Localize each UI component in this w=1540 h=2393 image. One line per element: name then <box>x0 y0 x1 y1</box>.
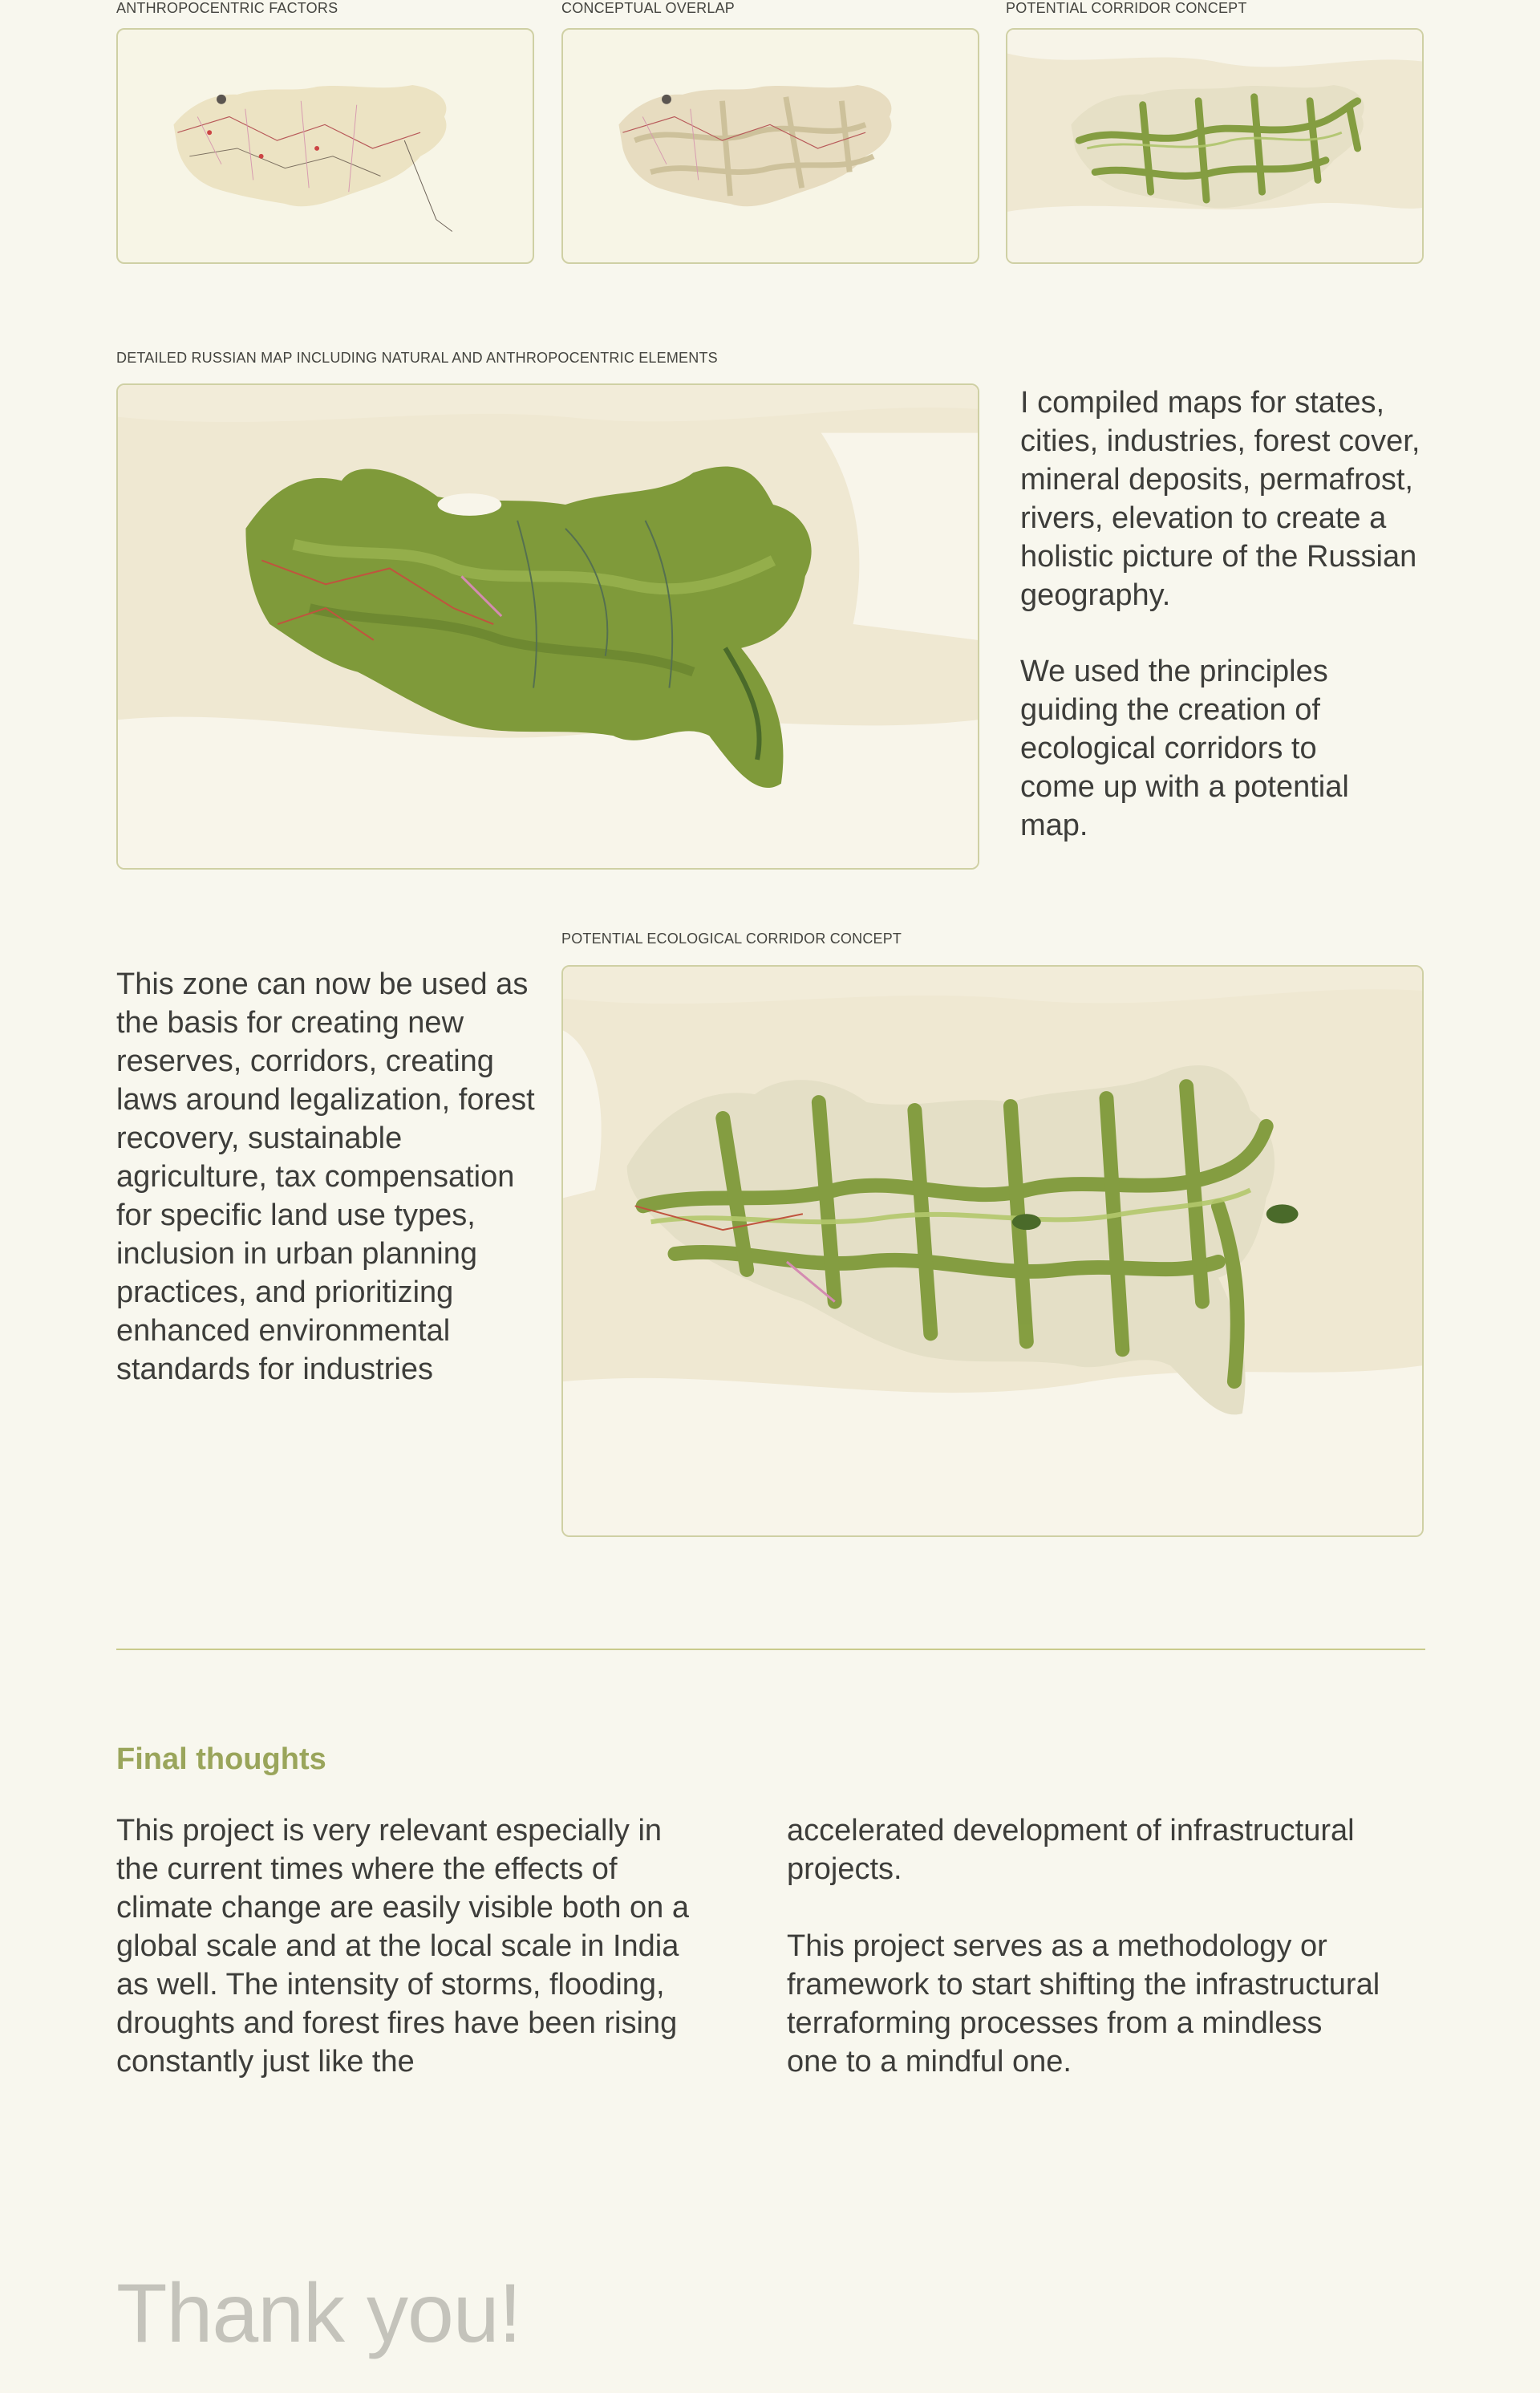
caption-potential-corridor: POTENTIAL CORRIDOR CONCEPT <box>1006 0 1247 16</box>
map-anthropocentric-factors <box>116 28 534 264</box>
map-ecological-corridor <box>561 965 1424 1537</box>
map-conceptual-overlap <box>561 28 979 264</box>
map-potential-corridor <box>1006 28 1424 264</box>
final-thoughts-right-column-2: This project serves as a methodology or … <box>787 1929 1380 2079</box>
detailed-description-1: I compiled maps for states, cities, indu… <box>1020 386 1420 612</box>
thank-you-heading: Thank you! <box>116 2267 522 2360</box>
caption-ecological-corridor: POTENTIAL ECOLOGICAL CORRIDOR CONCEPT <box>561 931 902 947</box>
section-divider <box>116 1649 1425 1650</box>
final-thoughts-left-column: This project is very relevant especially… <box>116 1814 689 2079</box>
ecological-description: This zone can now be used as the basis f… <box>116 967 535 1386</box>
final-thoughts-right-column-1: accelerated development of infrastructur… <box>787 1814 1355 1886</box>
detailed-description-2: We used the principles guiding the creat… <box>1020 655 1349 842</box>
caption-detailed-map: DETAILED RUSSIAN MAP INCLUDING NATURAL A… <box>116 350 718 366</box>
caption-conceptual-overlap: CONCEPTUAL OVERLAP <box>561 0 735 16</box>
final-thoughts-heading: Final thoughts <box>116 1742 326 1776</box>
caption-anthropocentric-factors: ANTHROPOCENTRIC FACTORS <box>116 0 338 16</box>
map-detailed-russia <box>116 383 979 870</box>
